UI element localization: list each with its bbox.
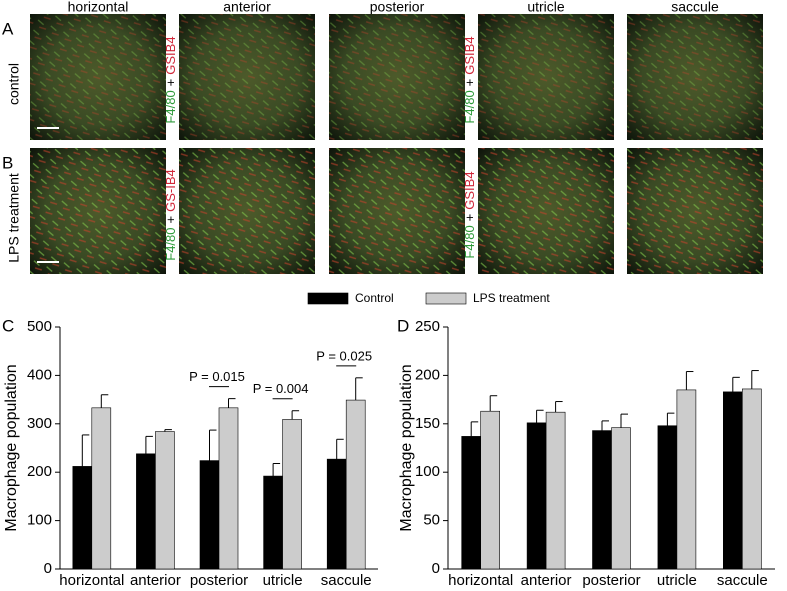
stain-label: F4/80 + GSIB4: [163, 36, 178, 123]
bar: [72, 466, 93, 570]
y-tick-label: 300: [27, 415, 52, 432]
micrograph-cells: [627, 14, 763, 140]
stain-plus: +: [163, 216, 178, 224]
micrograph-cells: [179, 14, 315, 140]
legend-swatch: [425, 292, 467, 305]
stain-red: GSIB4: [462, 36, 477, 74]
micrograph-cells: [179, 148, 315, 274]
column-header: saccule: [671, 0, 719, 15]
bar: [722, 391, 743, 570]
y-tick-label: 200: [415, 366, 440, 383]
x-tick-label: horizontal: [448, 572, 513, 589]
bar: [657, 425, 678, 570]
x-tick-label: posterior: [582, 572, 640, 589]
y-tick-label: 250: [415, 318, 440, 335]
micrograph-cells: [30, 148, 166, 274]
bar: [91, 407, 112, 570]
stain-green: F4/80: [163, 90, 178, 123]
y-tick-label: 200: [27, 463, 52, 480]
stain-green: F4/80: [462, 225, 477, 258]
p-value: P = 0.025: [316, 348, 372, 363]
stain-red: GSIB4: [462, 171, 477, 209]
column-header: utricle: [527, 0, 565, 15]
micrograph-cells: [30, 14, 166, 140]
legend-label: Control: [355, 291, 394, 305]
y-tick-label: 0: [432, 560, 440, 577]
p-value: P = 0.015: [189, 369, 245, 384]
bar: [545, 411, 566, 570]
bar: [592, 430, 612, 570]
y-tick-label: 0: [44, 560, 52, 577]
x-tick-label: posterior: [190, 572, 248, 589]
micrograph-cells: [627, 148, 763, 274]
legend-swatch: [307, 292, 349, 305]
y-tick-label: 100: [27, 512, 52, 529]
x-tick-label: saccule: [717, 572, 768, 589]
x-tick-label: utricle: [263, 572, 303, 589]
bar: [676, 389, 697, 570]
y-tick-label: 400: [27, 366, 52, 383]
y-tick-label: 100: [415, 463, 440, 480]
bar: [611, 427, 631, 570]
x-tick-label: anterior: [130, 572, 181, 589]
bar: [263, 475, 283, 570]
bar: [282, 419, 302, 570]
stain-label: F4/80 + GSIB4: [462, 36, 477, 123]
y-tick-label: 150: [415, 415, 440, 432]
bar: [526, 422, 547, 570]
stain-label: F4/80 + GSIB4: [462, 171, 477, 258]
stain-plus: +: [163, 79, 178, 87]
micrograph-cells: [329, 148, 465, 274]
legend-label: LPS treatment: [473, 291, 550, 305]
bar: [199, 460, 220, 570]
y-tick-label: 50: [423, 512, 440, 529]
micrograph-cells: [329, 14, 465, 140]
column-header: anterior: [223, 0, 271, 15]
bar: [218, 407, 239, 570]
y-axis-label: Macrophage population: [398, 364, 415, 531]
panel-letter: B: [2, 153, 13, 172]
panel-letter: C: [2, 316, 14, 335]
bar: [480, 410, 501, 570]
y-axis-label: Macrophage population: [3, 364, 20, 531]
bar: [345, 399, 366, 570]
row-label: control: [6, 63, 22, 105]
column-header: posterior: [370, 0, 425, 15]
bar: [741, 388, 762, 570]
bar: [461, 436, 482, 570]
stain-plus: +: [462, 79, 477, 87]
p-value: P = 0.004: [253, 381, 309, 396]
x-tick-label: anterior: [521, 572, 572, 589]
micrograph-cells: [478, 148, 614, 274]
row-label: LPS treatment: [6, 173, 22, 263]
bar: [136, 453, 156, 570]
x-tick-label: saccule: [321, 572, 372, 589]
bar: [326, 458, 347, 570]
x-tick-label: utricle: [657, 572, 697, 589]
stain-green: F4/80: [163, 227, 178, 260]
panel-letter: A: [2, 19, 14, 38]
bar: [155, 431, 175, 570]
y-tick-label: 500: [27, 318, 52, 335]
stain-red: GS-IB4: [163, 169, 178, 212]
panel-letter: D: [397, 316, 409, 335]
stain-plus: +: [462, 214, 477, 222]
column-header: horizontal: [68, 0, 129, 15]
stain-label: F4/80 + GS-IB4: [163, 169, 178, 260]
x-tick-label: horizontal: [59, 572, 124, 589]
stain-red: GSIB4: [163, 36, 178, 74]
stain-green: F4/80: [462, 90, 477, 123]
micrograph-cells: [478, 14, 614, 140]
